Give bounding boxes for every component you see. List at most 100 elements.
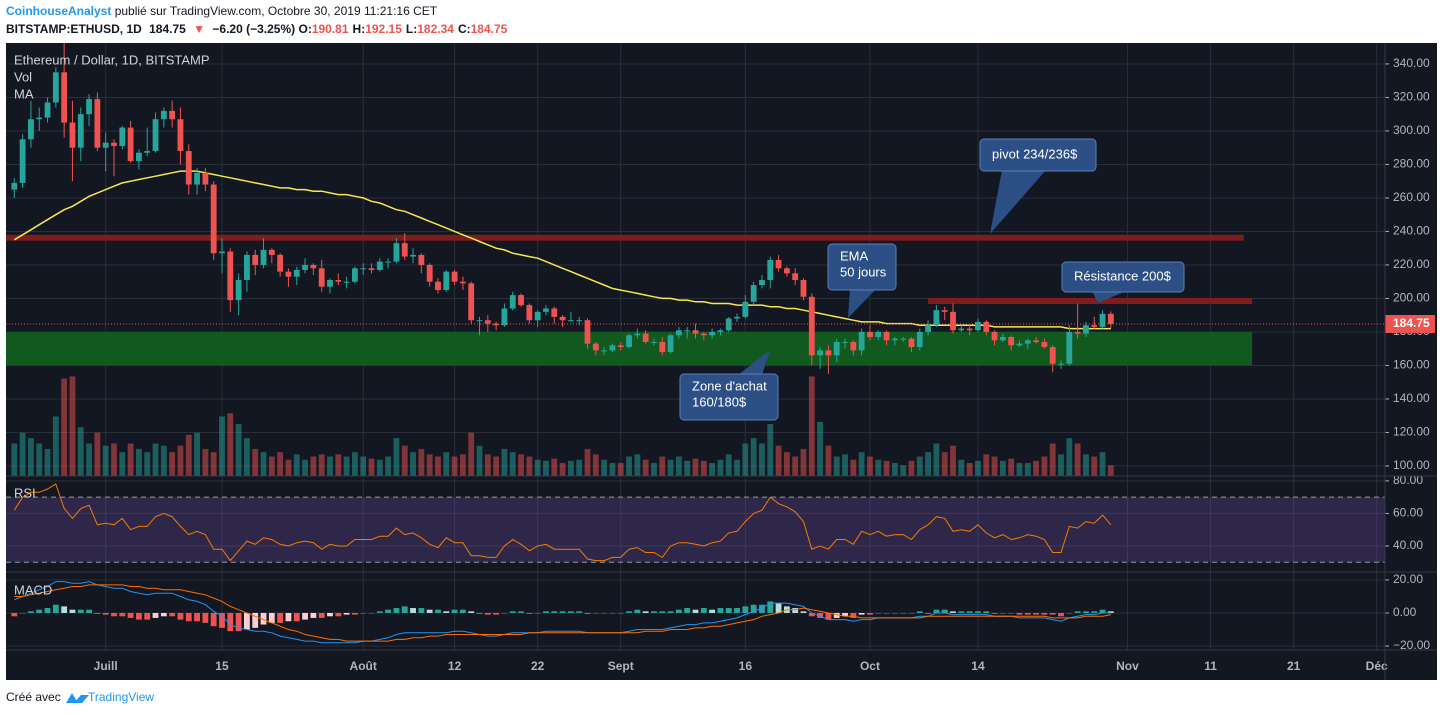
callout-text: Résistance 200$ (1074, 268, 1172, 283)
macd-pane (6, 572, 1385, 650)
macd-hist-bar (991, 612, 998, 614)
volume-bar (858, 452, 865, 476)
macd-hist-bar (235, 612, 242, 632)
volume-bar (526, 456, 533, 476)
macd-hist-bar (1041, 612, 1048, 615)
macd-hist-bar (11, 612, 18, 617)
volume-bar (36, 443, 43, 476)
candle-body (983, 321, 990, 332)
ohlc-value: 182.34 (417, 22, 454, 36)
volume-bar (750, 438, 757, 476)
volume-bar (700, 460, 707, 476)
candle-body (493, 323, 500, 326)
candle-body (202, 172, 209, 185)
x-tick-label: Juill (94, 659, 118, 673)
y-tick-label: 60.00 (1393, 506, 1423, 520)
macd-hist-bar (44, 608, 51, 613)
volume-bar (900, 465, 907, 476)
symbol: BITSTAMP:ETHUSD, 1D (6, 22, 142, 36)
volume-bar (734, 459, 740, 476)
candle-body (19, 139, 26, 183)
volume-bar (1049, 443, 1056, 476)
macd-hist-bar (875, 612, 882, 614)
candle-body (659, 341, 666, 353)
volume-bar (484, 454, 491, 476)
volume-bar (891, 463, 898, 476)
zone (6, 234, 1244, 241)
candle-body (343, 281, 350, 283)
candle-body (908, 338, 915, 348)
volume-bar (318, 454, 325, 476)
volume-bar (684, 460, 691, 476)
volume-label: Vol (14, 69, 32, 84)
x-tick-label: Sept (608, 659, 634, 673)
macd-hist-bar (675, 609, 682, 613)
volume-bar (867, 456, 873, 476)
macd-hist-bar (28, 611, 34, 613)
candle-body (302, 264, 308, 270)
volume-bar (941, 452, 948, 476)
macd-hist-bar (277, 612, 284, 623)
candle-body (642, 333, 649, 342)
macd-hist-bar (77, 609, 84, 613)
macd-hist-bar (293, 612, 300, 622)
macd-hist-bar (725, 608, 732, 613)
candle-body (111, 142, 117, 147)
last-price-label: 184.75 (1393, 316, 1430, 330)
volume-bar (601, 459, 608, 476)
candle-body (734, 316, 740, 319)
macd-hist-bar (916, 611, 923, 613)
volume-bar (584, 448, 591, 476)
quote-price: 184.75 (149, 22, 186, 36)
macd-hist-bar (509, 611, 516, 613)
macd-hist-bar (493, 612, 500, 615)
candle-body (484, 320, 491, 324)
brand-logo (66, 693, 89, 703)
volume-bar (86, 443, 92, 476)
candle-body (634, 333, 641, 336)
volume-bar (916, 456, 923, 476)
volume-bar (850, 459, 857, 476)
macd-hist-bar (958, 611, 965, 613)
volume-bar (883, 460, 890, 476)
macd-hist-bar (750, 604, 757, 613)
candle-body (933, 310, 940, 326)
macd-hist-bar (1008, 612, 1015, 614)
volume-bar (152, 443, 159, 476)
volume-bar (950, 445, 956, 476)
volume-bar (1058, 454, 1064, 476)
volume-bar (327, 456, 333, 476)
volume-bar (19, 432, 26, 476)
macd-hist-bar (343, 612, 350, 615)
macd-hist-bar (310, 612, 317, 618)
volume-bar (160, 445, 167, 476)
y-tick-label: 340.00 (1393, 56, 1430, 70)
volume-bar (634, 454, 641, 476)
candle-body (559, 316, 566, 321)
candle-body (119, 127, 126, 147)
brand[interactable]: TradingView (88, 690, 154, 704)
candle-body (268, 249, 275, 255)
ma-label: MA (14, 86, 34, 101)
macd-hist-bar (136, 612, 142, 620)
callout-box (1061, 261, 1185, 293)
volume-bar (651, 463, 657, 476)
candle-body (700, 333, 707, 336)
volume-bar (77, 427, 84, 476)
candle-body (44, 102, 51, 118)
macd-hist-bar (975, 611, 981, 613)
author: CoinhouseAnalyst (6, 4, 111, 18)
volume-bar (567, 460, 574, 476)
volume-bar (285, 459, 292, 476)
volume-bar (293, 454, 300, 476)
candle-body (61, 72, 68, 123)
candle-body (459, 281, 466, 284)
macd-hist-bar (410, 608, 416, 613)
macd-hist-bar (800, 611, 807, 613)
volume-bar (933, 443, 940, 476)
volume-bar (543, 460, 549, 476)
candle-body (52, 72, 59, 103)
candle-body (592, 343, 599, 351)
volume-bar (692, 458, 699, 476)
